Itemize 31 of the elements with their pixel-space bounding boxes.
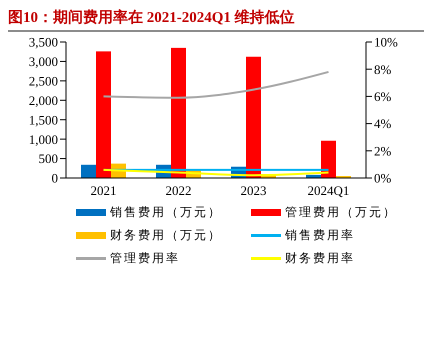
- legend-label: 财务费用率: [285, 250, 355, 267]
- bar: [81, 164, 96, 178]
- y-tick-label: 2,500: [28, 73, 58, 88]
- y-tick-label: 1,000: [28, 132, 58, 147]
- bar: [246, 56, 261, 178]
- y2-tick-label: 4%: [374, 116, 392, 132]
- y-tick-label: 3,500: [28, 34, 58, 50]
- legend-label: 销售费用率: [285, 227, 355, 244]
- bar: [321, 140, 336, 178]
- y2-tick-label: 2%: [374, 143, 392, 158]
- bar: [171, 48, 186, 178]
- y2-tick-label: 8%: [374, 62, 392, 77]
- y-tick-label: 500: [38, 151, 58, 166]
- y-tick-label: 3,000: [28, 54, 58, 70]
- legend-label: 管理费用率: [110, 250, 180, 267]
- y-tick-label: 0: [52, 170, 58, 186]
- bar: [96, 51, 111, 178]
- y2-tick-label: 6%: [374, 89, 392, 104]
- y2-tick-label: 0%: [374, 170, 392, 186]
- y2-tick-label: 10%: [374, 34, 398, 50]
- chart-title: 图10：期间费用率在 2021-2024Q1 维持低位: [8, 8, 424, 32]
- x-tick-label: 2021: [90, 183, 116, 198]
- x-tick-label: 2024Q1: [308, 183, 350, 198]
- y-tick-label: 2,000: [28, 92, 58, 108]
- x-tick-label: 2022: [166, 183, 192, 198]
- line-series: [102, 70, 330, 99]
- legend-label: 销售费用（万元）: [110, 204, 222, 221]
- legend-label: 管理费用（万元）: [285, 204, 397, 221]
- x-tick-label: 2023: [240, 183, 266, 198]
- y-tick-label: 1,500: [28, 112, 58, 128]
- legend-label: 财务费用（万元）: [110, 227, 222, 244]
